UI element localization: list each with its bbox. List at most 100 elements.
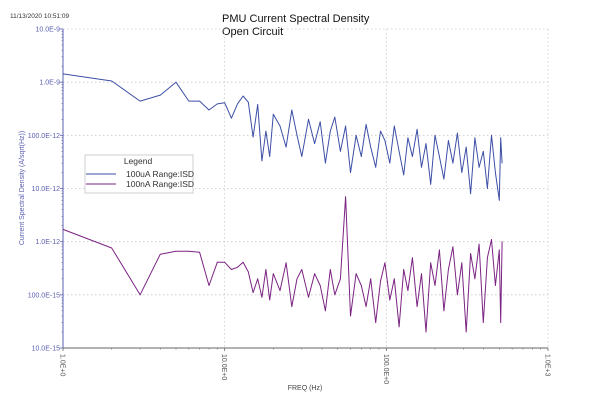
data-point — [403, 174, 405, 176]
data-point — [389, 299, 391, 301]
data-point — [188, 250, 190, 252]
chart-title: PMU Current Spectral Density — [222, 13, 370, 25]
data-point — [308, 118, 309, 120]
data-point — [487, 257, 488, 259]
data-point — [208, 285, 210, 286]
data-point — [62, 229, 64, 230]
data-point — [421, 273, 422, 275]
data-point — [443, 310, 445, 312]
data-point — [252, 292, 254, 294]
data-point — [375, 322, 377, 324]
y-tick-label: 100.0E-15 — [28, 292, 60, 299]
data-point — [199, 100, 201, 102]
data-point — [498, 249, 500, 251]
data-point — [139, 294, 141, 296]
data-point — [230, 117, 232, 119]
data-point — [412, 257, 413, 259]
data-point — [470, 253, 471, 254]
data-point — [416, 306, 418, 308]
data-point — [314, 143, 316, 144]
data-point — [345, 196, 347, 198]
data-point — [301, 156, 303, 157]
data-point — [465, 146, 467, 148]
data-point — [380, 280, 381, 282]
data-point — [308, 296, 309, 298]
legend: Legend 100uA Range:ISD 100nA Range:ISD — [84, 154, 194, 194]
data-point — [393, 125, 395, 127]
data-point — [478, 243, 480, 245]
data-point — [398, 150, 400, 152]
data-point — [380, 130, 381, 132]
data-point — [447, 269, 449, 270]
data-point — [425, 143, 427, 144]
data-point — [443, 178, 445, 180]
data-point — [465, 331, 467, 333]
data-point — [365, 124, 367, 125]
data-point — [279, 290, 281, 292]
data-point — [319, 285, 321, 286]
data-point — [139, 100, 141, 102]
data-point — [237, 266, 238, 268]
data-point — [291, 306, 293, 308]
data-point — [430, 183, 432, 185]
data-point — [456, 294, 458, 296]
data-point — [501, 241, 503, 243]
timestamp: 11/13/2020 10:51:09 — [10, 13, 70, 20]
data-point — [470, 193, 471, 195]
data-point — [62, 73, 64, 75]
data-point — [340, 150, 341, 152]
data-point — [159, 94, 161, 96]
data-point — [350, 172, 351, 173]
y-tick-label: 10.0E-9 — [35, 27, 60, 34]
data-point — [403, 269, 405, 270]
data-point — [325, 162, 326, 164]
data-point — [265, 130, 267, 132]
data-point — [279, 125, 281, 127]
data-point — [224, 102, 226, 104]
chart-subtitle: Open Circuit — [222, 26, 283, 38]
data-point — [269, 156, 271, 157]
data-point — [175, 250, 177, 252]
data-point — [393, 278, 395, 280]
data-point — [111, 80, 113, 82]
data-point — [370, 278, 372, 280]
data-point — [111, 247, 113, 249]
y-tick-label: 10.0E-12 — [32, 186, 61, 193]
x-axis-label: FREQ (Hz) — [288, 385, 323, 392]
data-point — [285, 262, 287, 264]
data-point — [350, 315, 351, 317]
x-tick-label: 100.0E+0 — [382, 354, 389, 384]
data-point — [365, 306, 367, 308]
legend-label-100na: 100nA Range:ISD — [126, 179, 194, 189]
data-point — [474, 278, 476, 280]
data-point — [425, 331, 427, 333]
data-point — [272, 113, 274, 115]
data-point — [334, 116, 336, 118]
data-point — [500, 322, 502, 324]
data-point — [434, 134, 436, 136]
x-tick-label: 1.0E+0 — [59, 354, 66, 376]
data-point — [495, 285, 496, 286]
x-tick-label: 10.0E+0 — [220, 354, 227, 380]
y-tick-label: 10.0E-15 — [32, 346, 61, 353]
axes: 10.0E-9 1.0E-9 100.0E-12 10.0E-12 1.0E-12 100… — [28, 27, 551, 385]
data-point — [355, 273, 357, 275]
data-point — [230, 269, 232, 270]
data-point — [439, 156, 440, 157]
data-point — [434, 285, 436, 286]
data-point — [452, 246, 454, 248]
data-point — [319, 121, 321, 123]
data-point — [487, 188, 488, 189]
data-point — [360, 156, 362, 157]
data-point — [407, 137, 409, 139]
data-point — [370, 146, 372, 148]
data-point — [216, 103, 218, 105]
data-point — [224, 261, 226, 263]
data-point — [452, 162, 454, 164]
data-point — [430, 262, 432, 264]
y-axis-label: Current Spectral Density (A/sqrt(Hz)) — [19, 131, 26, 245]
y-tick-label: 1.0E-12 — [35, 239, 60, 246]
data-point — [482, 322, 484, 324]
data-point — [252, 136, 254, 138]
y-tick-label: 100.0E-12 — [28, 133, 60, 140]
